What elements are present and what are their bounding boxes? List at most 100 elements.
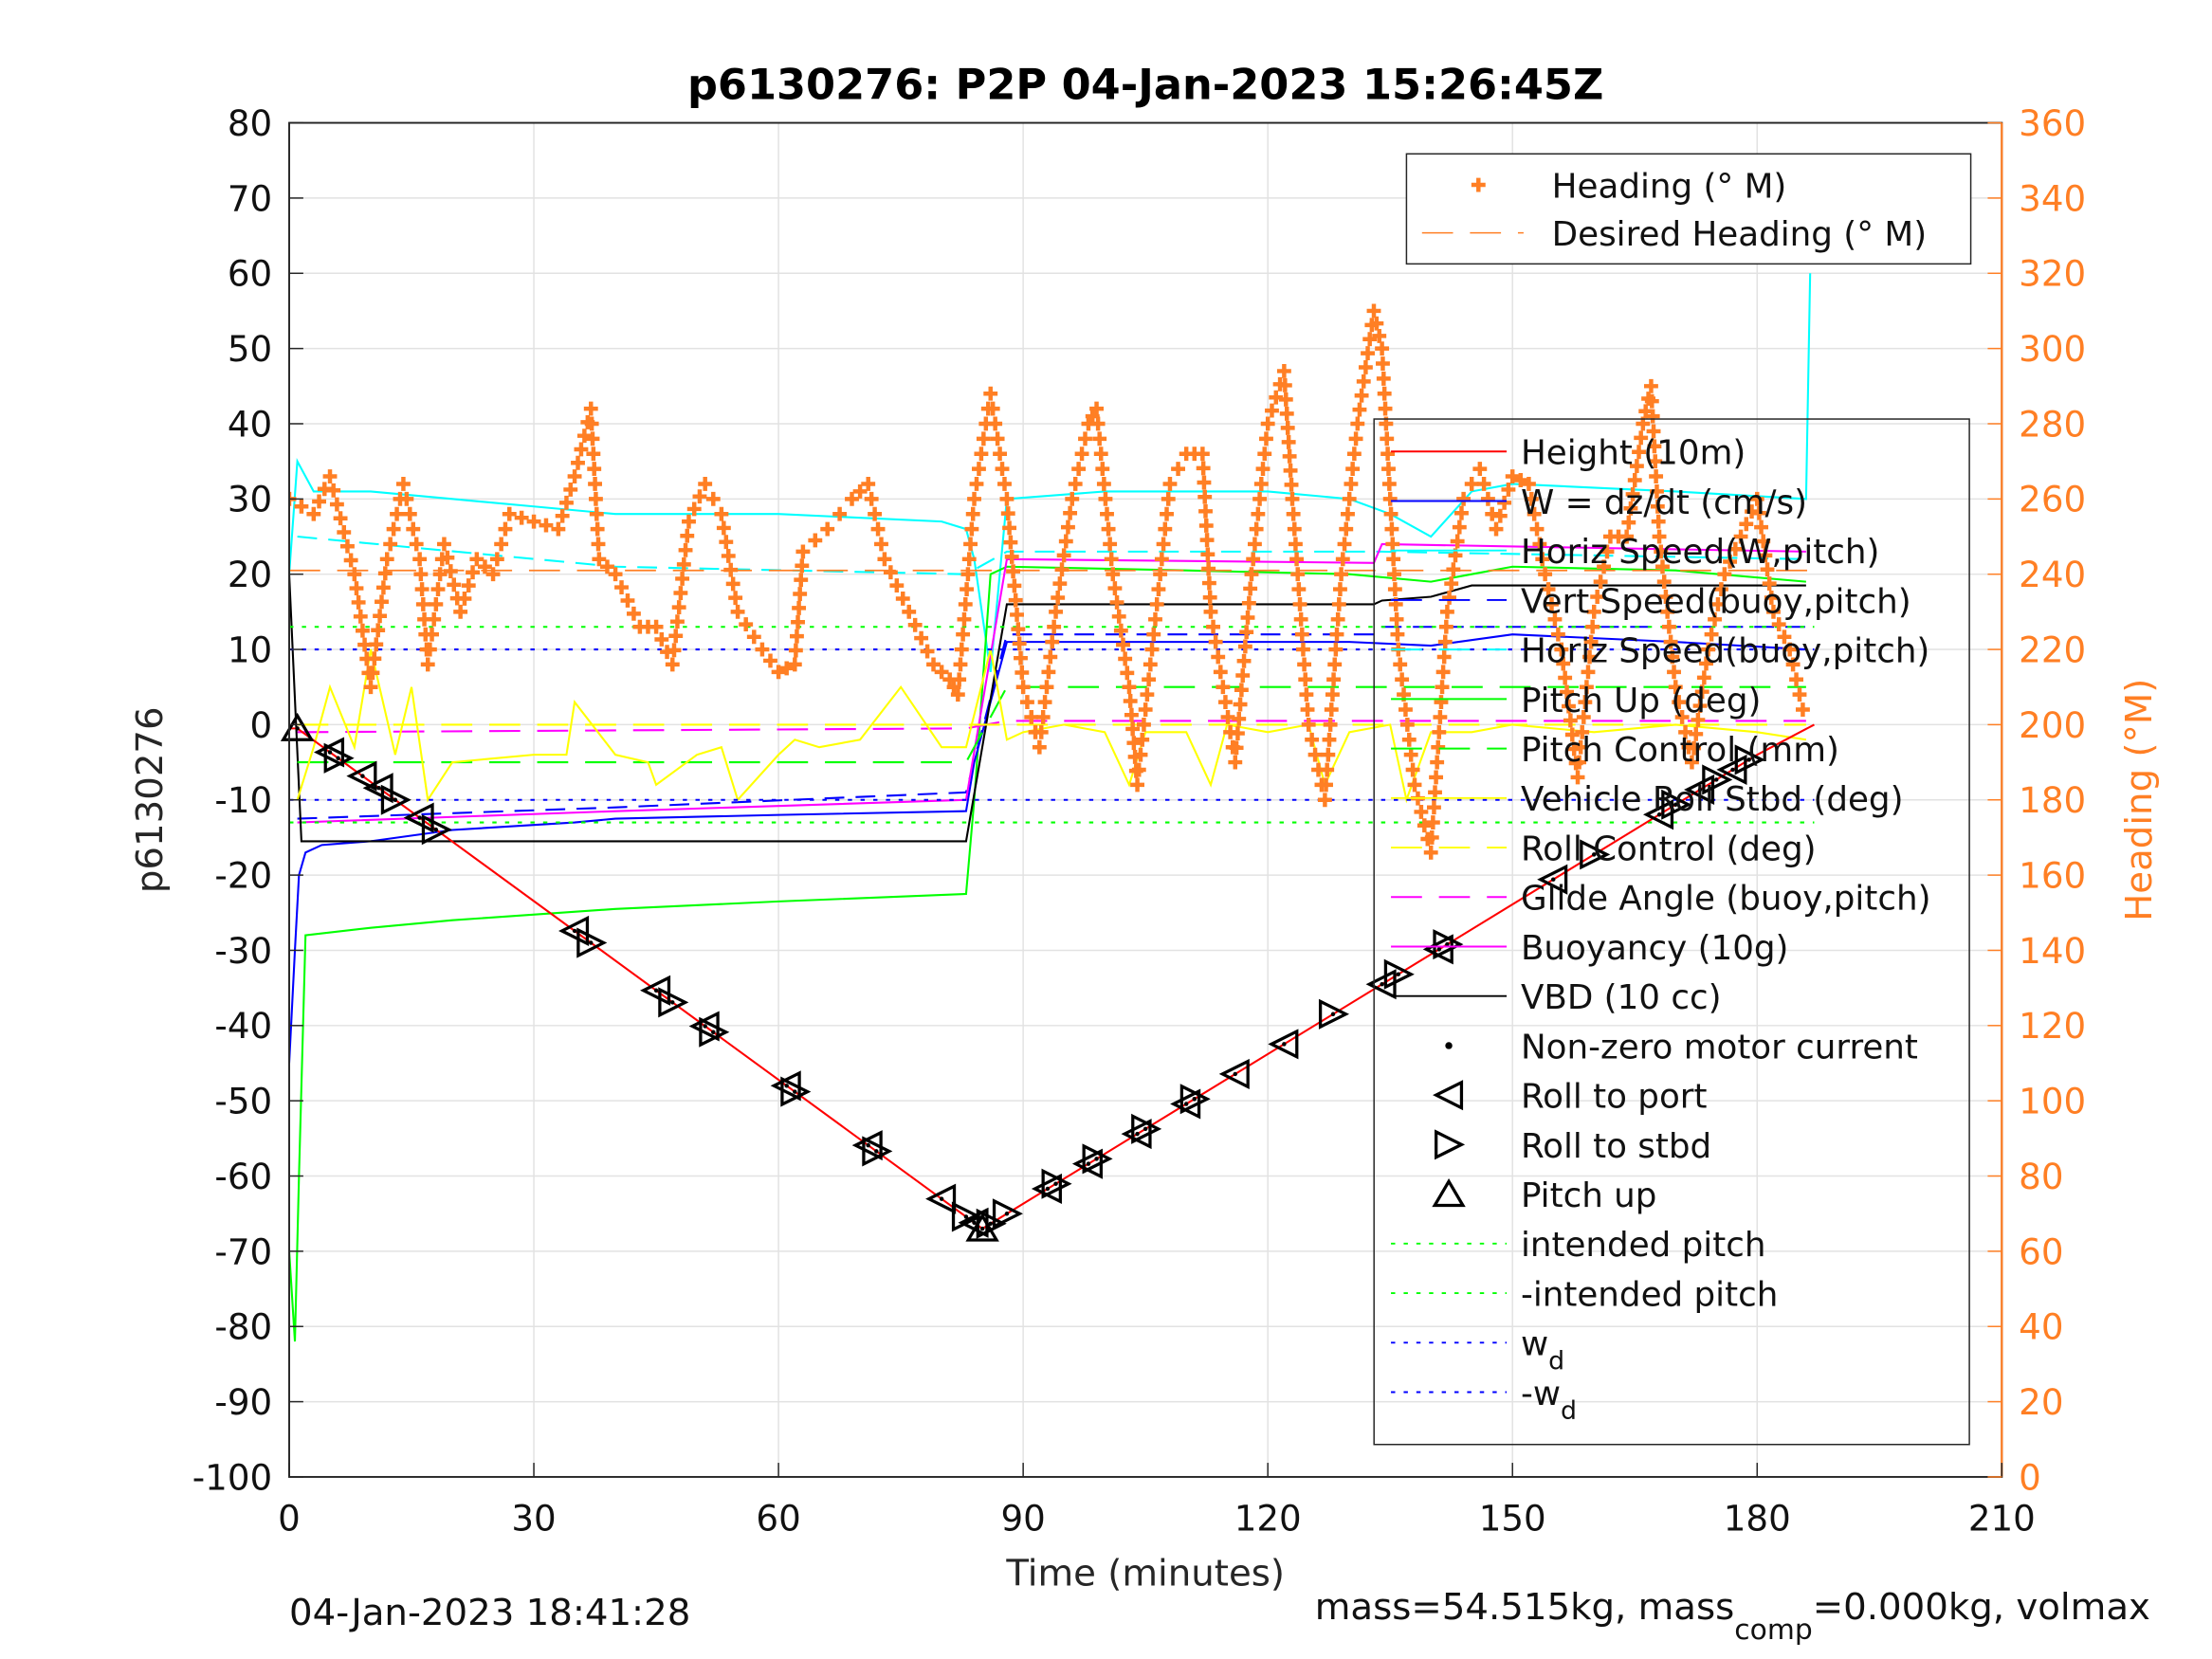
heading-point <box>1085 409 1100 424</box>
legend-label-main: Roll to port <box>1521 1078 1708 1117</box>
heading-point <box>1383 506 1398 521</box>
heading-point <box>1573 739 1588 755</box>
heading-point <box>1251 506 1266 521</box>
heading-point <box>437 537 451 552</box>
heading-point <box>1386 552 1401 567</box>
heading-point <box>1265 403 1279 418</box>
chart-title: p6130276: P2P 04-Jan-2023 15:26:45Z <box>687 60 1603 109</box>
heading-point <box>1143 657 1158 672</box>
heading-point <box>864 491 879 506</box>
roll-marker-port <box>362 773 393 804</box>
heading-point <box>586 447 601 462</box>
heading-point <box>728 591 743 606</box>
heading-point <box>1124 707 1139 722</box>
heading-point <box>1287 521 1302 537</box>
heading-point <box>1663 634 1678 649</box>
heading-point <box>1381 462 1396 477</box>
heading-point <box>1362 332 1378 347</box>
heading-point <box>1570 770 1585 785</box>
heading-point <box>1619 529 1635 544</box>
y2-tick-label: 260 <box>2019 479 2086 520</box>
roll-marker-stbd <box>992 1198 1023 1230</box>
heading-point <box>1564 727 1580 742</box>
heading-point <box>1556 656 1571 671</box>
heading-point <box>1432 724 1447 739</box>
heading-point <box>1654 544 1669 559</box>
heading-point <box>952 672 967 687</box>
y-tick-label: 0 <box>249 704 272 746</box>
heading-point <box>1282 448 1297 464</box>
heading-point <box>1550 627 1565 642</box>
heading-point <box>1123 694 1138 708</box>
legend-label-main: Pitch up <box>1521 1176 1657 1215</box>
heading-point <box>1125 721 1141 737</box>
motor-current-dot <box>711 1030 716 1034</box>
heading-point <box>1043 649 1058 665</box>
heading-point <box>1658 590 1673 604</box>
heading-point <box>719 535 734 550</box>
heading-point <box>1450 534 1465 549</box>
heading-point <box>1289 552 1305 567</box>
heading-point <box>1382 491 1398 506</box>
roll-marker-port <box>1365 969 1397 1000</box>
heading-point <box>974 447 989 462</box>
legend-label: Roll to port <box>1521 1078 1708 1117</box>
heading-point <box>1208 634 1223 649</box>
legend-up-triangle-icon <box>1432 1177 1466 1208</box>
heading-point <box>870 521 886 537</box>
heading-point <box>1000 506 1015 521</box>
heading-point <box>1632 445 1646 460</box>
heading-point <box>1575 724 1590 739</box>
heading-point <box>1237 639 1252 654</box>
heading-point <box>383 537 398 552</box>
heading-point <box>1665 649 1680 665</box>
heading-point <box>1140 687 1155 702</box>
roll-marker-up <box>280 712 315 741</box>
heading-point <box>600 559 614 574</box>
heading-point <box>1390 627 1405 642</box>
heading-point <box>1234 683 1249 698</box>
heading-point <box>1733 529 1748 544</box>
heading-point <box>1106 567 1121 582</box>
heading-point <box>667 643 682 658</box>
heading-point <box>1407 777 1422 793</box>
heading-point <box>1052 576 1068 592</box>
heading-point <box>1749 491 1764 506</box>
legend-label: Roll Control (deg) <box>1521 830 1817 868</box>
motor-current-dot <box>1094 1157 1099 1161</box>
heading-point <box>1068 477 1083 491</box>
heading-point <box>1563 713 1578 728</box>
heading-point <box>294 499 309 514</box>
legend-label-main: -w <box>1521 1375 1561 1413</box>
heading-point <box>406 521 421 537</box>
legend-label-main: VBD (10 cc) <box>1521 978 1722 1017</box>
legend-label: VBD (10 cc) <box>1521 978 1722 1017</box>
heading-point <box>934 665 949 680</box>
heading-point <box>414 582 430 597</box>
heading-point <box>1668 680 1683 695</box>
heading-point <box>1122 680 1137 695</box>
legend-label: Non-zero motor current <box>1521 1028 1918 1066</box>
heading-point <box>1051 591 1066 605</box>
heading-point <box>1307 747 1323 762</box>
heading-point <box>422 642 437 657</box>
heading-point <box>1583 634 1599 649</box>
heading-point <box>730 604 745 619</box>
heading-point <box>1655 559 1670 574</box>
heading-point <box>312 494 326 509</box>
legend-label-main: Non-zero motor current <box>1521 1028 1918 1066</box>
heading-point <box>373 609 388 624</box>
heading-point <box>1325 687 1340 702</box>
heading-point <box>1253 477 1269 491</box>
heading-point <box>1092 431 1107 447</box>
heading-point <box>1130 777 1144 793</box>
heading-point <box>1279 406 1294 421</box>
legend-label-main: Horiz Speed(W,pitch) <box>1521 533 1879 572</box>
heading-point <box>563 482 578 497</box>
heading-point <box>1497 495 1512 510</box>
heading-point <box>972 462 986 477</box>
heading-point <box>1241 595 1256 611</box>
heading-point <box>1385 537 1400 552</box>
heading-point <box>1259 431 1273 447</box>
heading-point <box>1701 642 1716 657</box>
